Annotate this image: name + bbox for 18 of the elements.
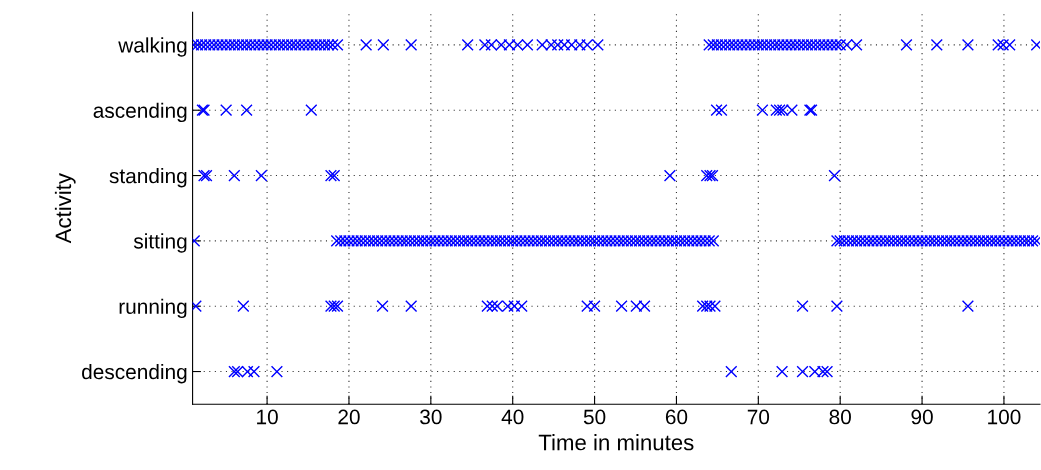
y-tick-label: running <box>119 298 187 319</box>
y-tick-label: ascending <box>93 102 187 123</box>
x-tick-label: 80 <box>829 409 851 425</box>
x-tick-label: 60 <box>665 409 688 425</box>
x-tick-label: 40 <box>501 409 524 425</box>
x-tick-label: 30 <box>420 409 442 425</box>
x-tick-label: 100 <box>988 409 1021 425</box>
x-tick-label: 20 <box>338 409 360 425</box>
y-tick-label: sitting <box>133 233 187 253</box>
y-axis-title: Activity <box>54 173 76 244</box>
x-tick-label: 70 <box>747 409 770 425</box>
x-tick-label: 10 <box>257 409 278 425</box>
x-axis-title: Time in minutes <box>538 434 694 451</box>
y-tick-label: walking <box>118 37 187 57</box>
y-tick-label: standing <box>109 168 187 188</box>
x-tick-label: 50 <box>583 409 606 425</box>
x-tick-label: 90 <box>911 409 933 425</box>
y-tick-label: descending <box>82 363 187 384</box>
